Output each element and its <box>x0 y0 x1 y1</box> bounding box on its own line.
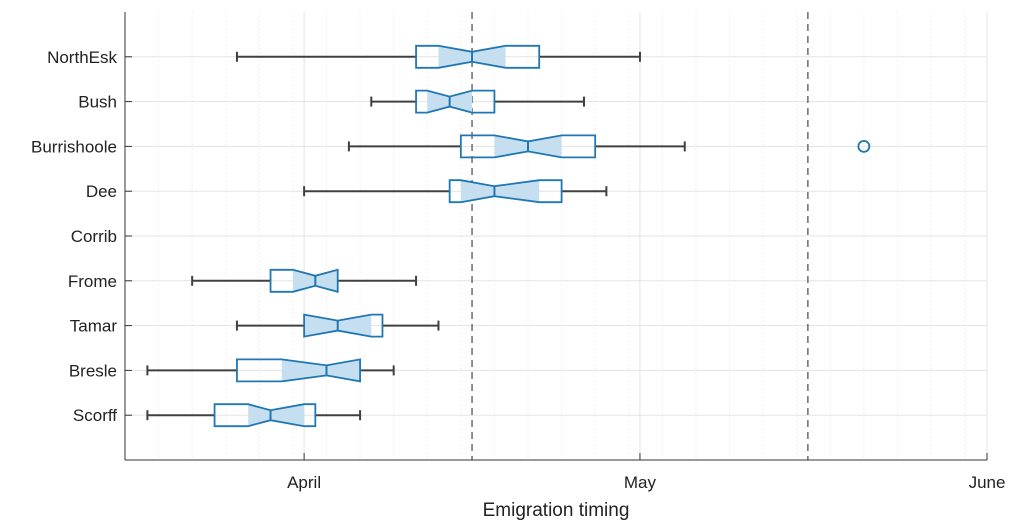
grid-layer <box>124 12 988 460</box>
box-outline <box>269 268 339 293</box>
box-outline <box>415 89 496 114</box>
notch-fill <box>460 180 540 203</box>
boxplot-bresle <box>146 358 395 383</box>
boxplot-northesk <box>235 44 641 69</box>
y-tick-label: NorthEsk <box>47 48 117 67</box>
y-tick-label: Frome <box>68 272 117 291</box>
y-tick-label: Dee <box>86 182 117 201</box>
boxplot-burrishoole <box>347 134 871 159</box>
box-outline <box>213 403 317 428</box>
boxplot-bush <box>370 89 585 114</box>
notch-fill <box>248 404 305 427</box>
x-tick-label: May <box>624 473 657 492</box>
y-tick-label: Bush <box>78 93 117 112</box>
outlier-point <box>857 139 871 153</box>
notch-fill <box>281 359 361 382</box>
x-axis-title: Emigration timing <box>483 500 630 521</box>
boxplot-tamar <box>235 313 440 338</box>
y-tick-label: Bresle <box>69 361 117 380</box>
y-tick-label: Burrishoole <box>31 137 117 156</box>
y-tick-label: Tamar <box>70 317 118 336</box>
axis-layer: NorthEsk Bush Burrishoole Dee Corrib Frome Tam… <box>31 12 1005 492</box>
box-outline <box>459 134 597 159</box>
box-outline <box>448 179 563 204</box>
reference-lines <box>471 12 809 460</box>
box-outline <box>415 44 541 69</box>
x-tick-label: June <box>969 473 1006 492</box>
box-outline <box>303 313 384 338</box>
boxplot-scorff <box>146 403 362 428</box>
y-tick-label: Scorff <box>73 406 117 425</box>
box-outline <box>236 358 361 383</box>
boxplot-frome <box>191 268 418 293</box>
y-tick-label: Corrib <box>71 227 117 246</box>
boxplot-dee <box>303 179 608 204</box>
x-tick-label: April <box>287 473 321 492</box>
box-layer <box>146 44 871 428</box>
